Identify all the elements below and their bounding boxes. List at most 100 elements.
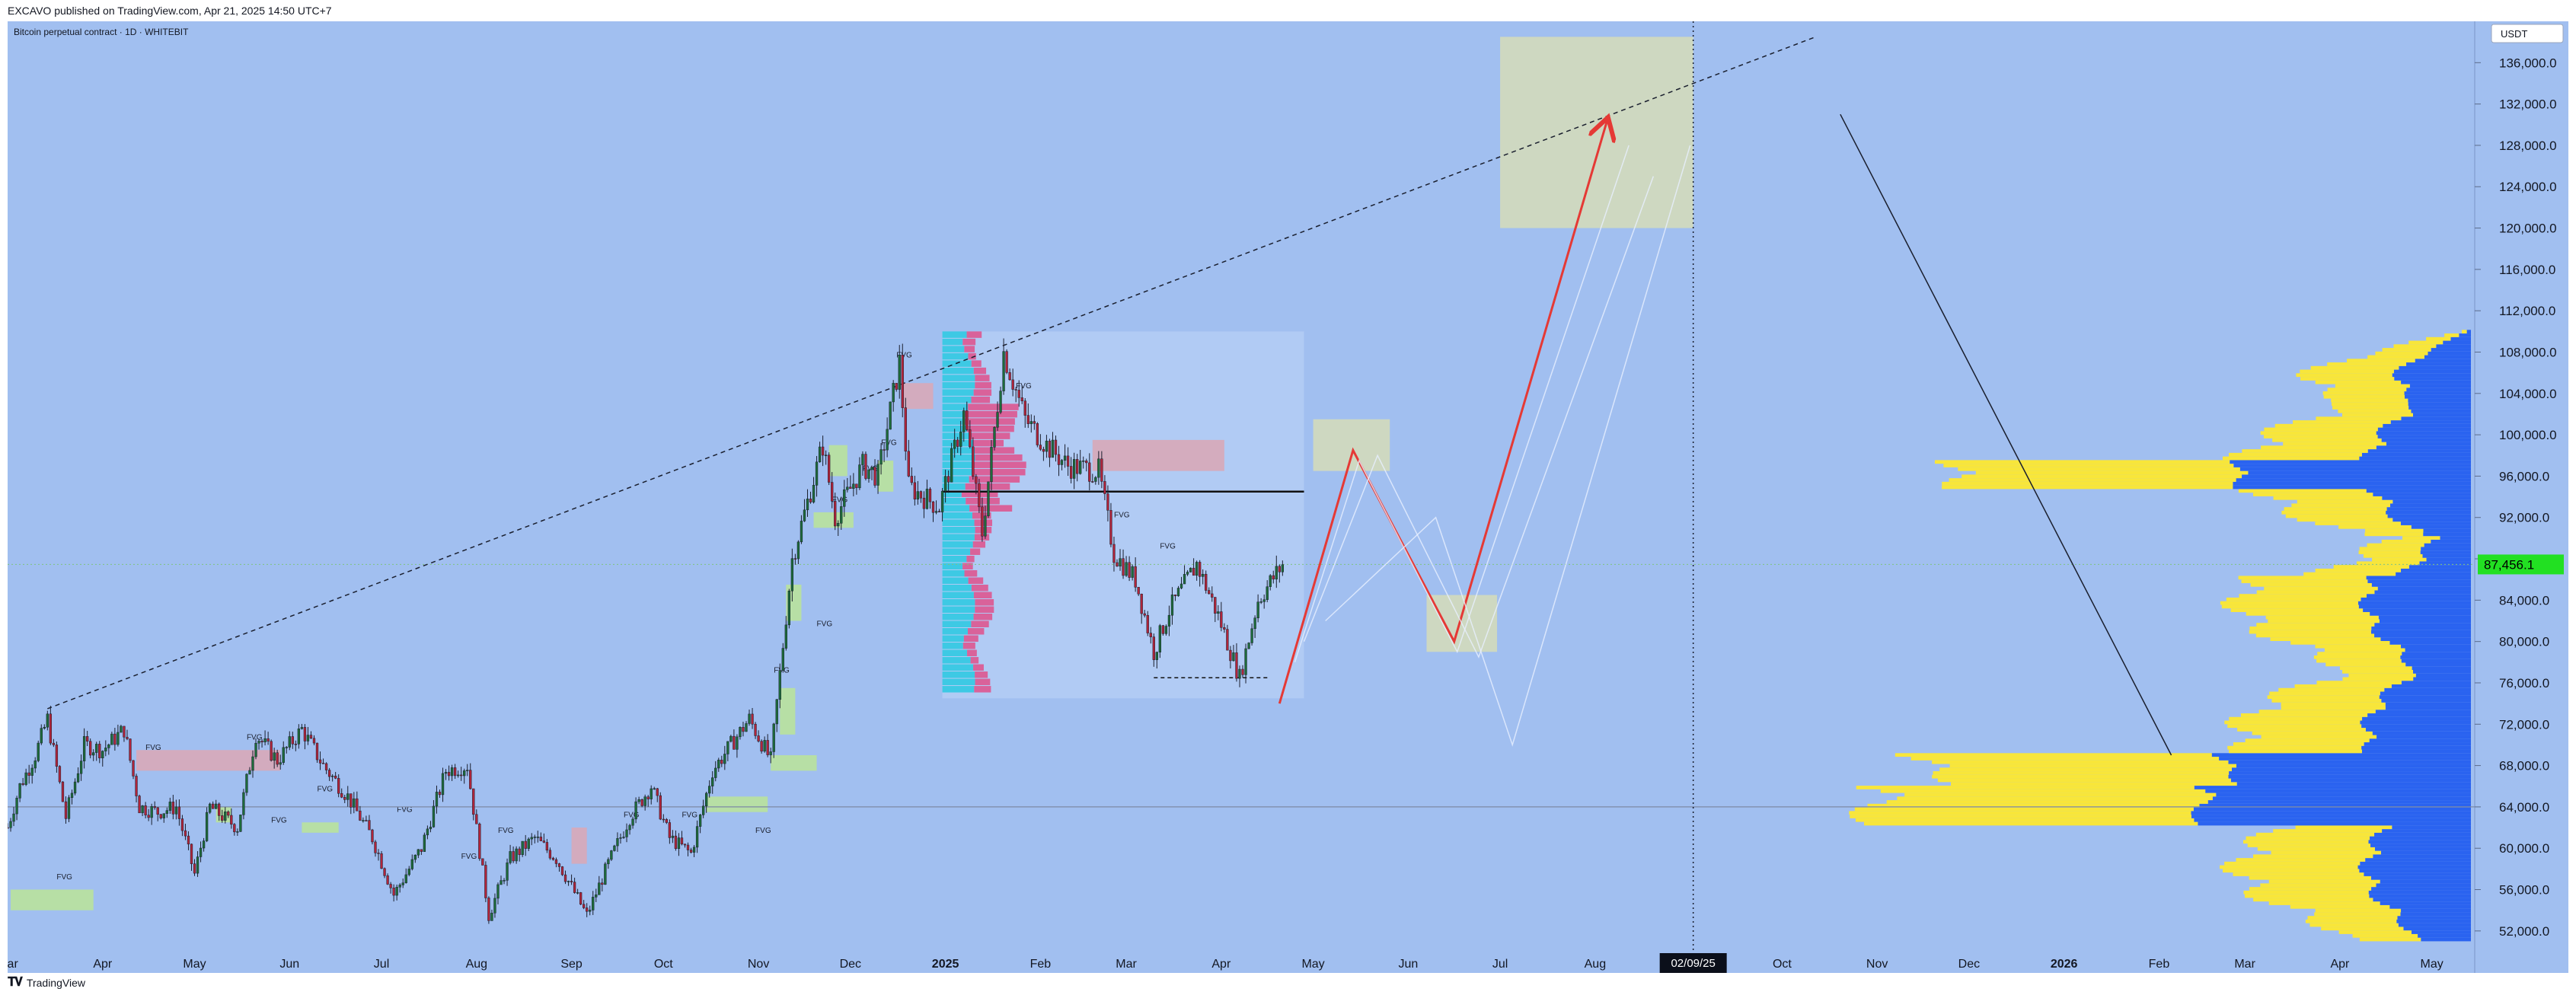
volume-profile-yellow — [2444, 333, 2459, 337]
volume-bar-down — [975, 454, 1023, 461]
candle-body — [1079, 461, 1082, 474]
fvg-green-box — [11, 889, 94, 910]
volume-profile-blue — [2233, 481, 2471, 486]
candle-body — [527, 838, 530, 849]
candle-body — [1039, 445, 1042, 450]
price-chart[interactable]: FVG FVG FVG FVG FVG FVG FVG FVG FVG FVG FVG FVG FVG F… — [0, 21, 2568, 973]
volume-profile-blue — [2377, 435, 2471, 439]
candle-body — [677, 837, 681, 849]
candle-body — [245, 773, 248, 793]
volume-bar-down — [971, 396, 991, 403]
candle-body — [254, 742, 257, 757]
volume-bar-down — [966, 425, 1014, 432]
volume-bar-up — [942, 389, 974, 396]
candle-body — [515, 848, 518, 862]
volume-profile-blue — [2404, 391, 2471, 395]
candle-body — [460, 774, 463, 777]
candle-body — [1232, 652, 1235, 662]
candle-body — [567, 881, 570, 882]
x-tick-label: Feb — [2149, 958, 2170, 971]
volume-profile-blue — [2360, 720, 2471, 725]
volume-profile-blue — [2391, 684, 2471, 688]
volume-bar-up — [942, 657, 971, 664]
x-tick-label: Aug — [1585, 958, 1606, 971]
candle-body — [855, 483, 858, 489]
candle-body — [962, 410, 966, 432]
candle-body — [637, 799, 640, 802]
candle-body — [984, 515, 987, 537]
candle-body — [1131, 566, 1134, 578]
y-tick-label: 92,000.0 — [2499, 511, 2549, 525]
candle-body — [493, 898, 496, 914]
volume-profile-yellow — [2250, 582, 2372, 587]
volume-profile-blue — [2376, 883, 2471, 888]
candle-body — [809, 499, 812, 502]
candle-body — [9, 821, 12, 828]
footer: 𝐓𝐕 TradingView — [8, 976, 85, 990]
candle-body — [444, 772, 448, 774]
volume-bar-down — [973, 389, 992, 396]
volume-profile-blue — [2367, 713, 2471, 717]
candle-body — [607, 859, 610, 865]
candle-body — [692, 847, 696, 853]
volume-bar-up — [942, 352, 969, 360]
candle-body — [496, 884, 500, 899]
y-tick-label: 56,000.0 — [2499, 883, 2549, 898]
volume-bar-up — [942, 403, 969, 410]
volume-bar-up — [942, 541, 973, 548]
candle-body — [610, 850, 613, 860]
candle-body — [1158, 625, 1162, 652]
candle-body — [1020, 397, 1023, 401]
volume-profile-yellow — [2261, 445, 2376, 450]
volume-profile-blue — [2368, 840, 2471, 844]
candle-body — [640, 799, 643, 806]
chart-container[interactable]: FVG FVG FVG FVG FVG FVG FVG FVG FVG FVG FVG FVG FVG F… — [0, 21, 2568, 977]
volume-profile-yellow — [2242, 840, 2369, 844]
volume-profile-blue — [2394, 377, 2471, 381]
volume-bar-up — [942, 584, 972, 592]
volume-profile-yellow — [2322, 391, 2405, 395]
candle-body — [279, 762, 282, 765]
volume-bar-down — [972, 439, 1004, 447]
fvg-tag: FVG — [1016, 382, 1032, 391]
candle-body — [1109, 510, 1112, 545]
volume-profile-yellow — [2246, 611, 2370, 616]
volume-profile-yellow — [2224, 720, 2361, 725]
candle-body — [165, 810, 168, 814]
volume-bar-down — [974, 461, 1026, 468]
candle-body — [297, 729, 301, 745]
volume-profile-yellow — [2229, 452, 2362, 457]
candle-body — [996, 412, 999, 428]
volume-profile-yellow — [2249, 887, 2372, 891]
candle-body — [321, 763, 325, 764]
volume-profile-blue — [2228, 774, 2471, 779]
volume-profile-yellow — [2315, 644, 2401, 649]
candle-body — [876, 464, 879, 486]
volume-profile-blue — [2373, 898, 2471, 902]
candle-body — [1002, 351, 1005, 391]
candle-body — [1229, 649, 1232, 662]
volume-profile-yellow — [2260, 883, 2376, 888]
volume-profile-yellow — [2253, 493, 2373, 496]
volume-profile-blue — [2370, 875, 2471, 880]
candle-body — [981, 506, 984, 537]
candle-body — [849, 486, 852, 489]
candle-body — [162, 813, 165, 818]
currency-button[interactable]: USDT — [2491, 24, 2564, 43]
volume-profile-yellow — [2335, 384, 2410, 388]
volume-bar-down — [973, 614, 993, 620]
volume-bar-up — [942, 476, 969, 483]
candle-body — [193, 863, 196, 874]
candle-body — [858, 464, 861, 489]
candle-body — [834, 501, 837, 527]
volume-bar-up — [942, 505, 970, 512]
volume-profile-blue — [2370, 844, 2471, 847]
volume-profile-blue — [2377, 427, 2471, 432]
volume-profile-yellow — [2267, 695, 2380, 700]
volume-profile-yellow — [2300, 369, 2394, 374]
candle-body — [374, 841, 377, 853]
volume-profile-blue — [2382, 829, 2471, 833]
volume-profile-blue — [2385, 702, 2471, 706]
candle-body — [407, 869, 410, 875]
candle-body — [1262, 599, 1266, 602]
